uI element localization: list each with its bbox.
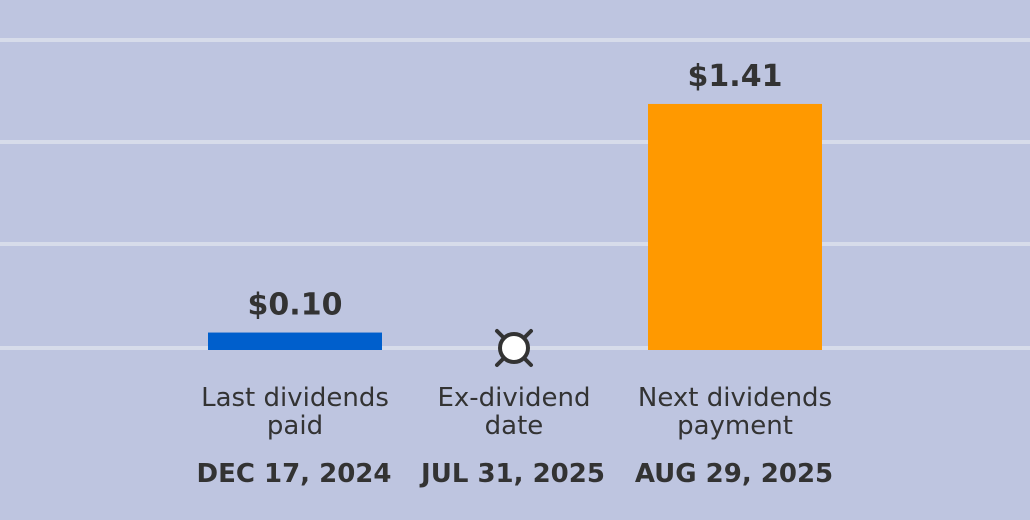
bar-2 <box>648 103 822 350</box>
date-label-2: AUG 29, 2025 <box>635 459 833 489</box>
date-label-0: DEC 17, 2024 <box>197 459 392 489</box>
chart-marks <box>208 103 822 367</box>
category-label-2-1: payment <box>677 411 793 441</box>
clock-marker-icon <box>495 329 533 367</box>
bar-value-label-2: $1.41 <box>688 59 783 94</box>
gridlines <box>0 38 1030 350</box>
category-label-1-1: date <box>485 411 544 441</box>
category-label-2-0: Next dividends <box>638 383 832 413</box>
bar-0 <box>208 332 382 350</box>
bar-value-label-0: $0.10 <box>248 288 343 323</box>
category-label-0-1: paid <box>267 411 323 441</box>
date-label-1: JUL 31, 2025 <box>419 459 605 489</box>
category-label-1-0: Ex-dividend <box>437 383 590 413</box>
category-label-0-0: Last dividends <box>201 383 389 413</box>
